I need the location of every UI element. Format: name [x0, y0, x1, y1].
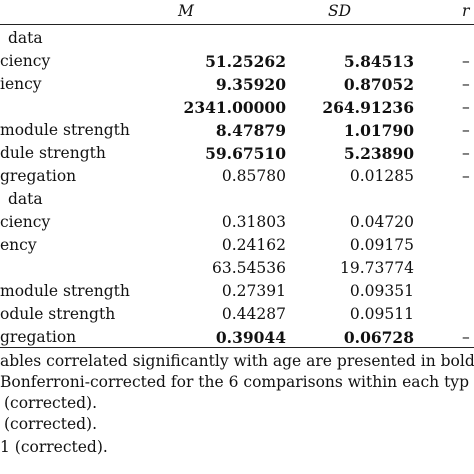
table-note: ables correlated significantly with age …	[0, 352, 474, 370]
cell-m: 0.27391	[221, 282, 286, 300]
cell-r: –	[462, 328, 470, 346]
table-row: ciency 51.25262 5.84513 –	[0, 50, 474, 73]
cell-r: –	[462, 75, 470, 93]
table-row: iency 9.35920 0.87052 –	[0, 73, 474, 96]
table-note: 1 (corrected).	[0, 438, 108, 456]
row-label: ciency	[0, 213, 51, 231]
cell-sd: 264.91236	[322, 98, 414, 117]
cell-m: 8.47879	[215, 121, 286, 140]
row-label: module strength	[0, 121, 130, 139]
table-note: Bonferroni-corrected for the 6 compariso…	[0, 373, 469, 391]
row-label: dule strength	[0, 144, 106, 162]
header-r: r	[462, 2, 470, 20]
cell-sd: 0.01285	[349, 167, 414, 185]
table-row: ciency 0.31803 0.04720	[0, 211, 474, 234]
cell-sd: 0.04720	[349, 213, 414, 231]
table-row: 63.54536 19.73774	[0, 257, 474, 280]
row-label: ency	[0, 236, 37, 254]
cell-r: –	[462, 144, 470, 162]
cell-sd: 0.06728	[343, 328, 414, 347]
cell-sd: 5.84513	[343, 52, 414, 71]
table-row: module strength 8.47879 1.01790 –	[0, 119, 474, 142]
table-note: (corrected).	[4, 415, 98, 433]
cell-r: –	[462, 121, 470, 139]
section-label: data	[8, 190, 43, 208]
cell-m: 59.67510	[205, 144, 286, 163]
table-row: gregation 0.39044 0.06728 –	[0, 326, 474, 349]
cell-sd: 0.09351	[349, 282, 414, 300]
row-label: module strength	[0, 282, 130, 300]
table-note: (corrected).	[4, 394, 98, 412]
section-row: data	[0, 188, 474, 211]
cell-m: 2341.00000	[183, 98, 286, 117]
section-label: data	[8, 29, 43, 47]
cell-r: –	[462, 52, 470, 70]
cell-m: 9.35920	[215, 75, 286, 94]
header-rule	[0, 24, 474, 25]
row-label: iency	[0, 75, 42, 93]
row-label: gregation	[0, 167, 77, 185]
cell-m: 0.24162	[221, 236, 286, 254]
cell-sd: 0.09175	[349, 236, 414, 254]
cell-m: 51.25262	[205, 52, 286, 71]
table-row: 2341.00000 264.91236 –	[0, 96, 474, 119]
cell-sd: 19.73774	[340, 259, 414, 277]
cell-m: 0.85780	[221, 167, 286, 185]
header-m: M	[178, 2, 194, 20]
row-label: odule strength	[0, 305, 116, 323]
cell-sd: 0.09511	[349, 305, 414, 323]
row-label: ciency	[0, 52, 51, 70]
table-row: ency 0.24162 0.09175	[0, 234, 474, 257]
cell-r: –	[462, 98, 470, 116]
cell-r: –	[462, 167, 470, 185]
table-row: gregation 0.85780 0.01285 –	[0, 165, 474, 188]
cell-m: 0.31803	[221, 213, 286, 231]
cell-sd: 0.87052	[343, 75, 414, 94]
table-row: dule strength 59.67510 5.23890 –	[0, 142, 474, 165]
table-row: module strength 0.27391 0.09351	[0, 280, 474, 303]
row-label: gregation	[0, 328, 77, 346]
cell-m: 0.44287	[221, 305, 286, 323]
cell-m: 0.39044	[215, 328, 286, 347]
bottom-rule	[0, 347, 474, 348]
section-row: data	[0, 27, 474, 50]
cell-sd: 5.23890	[343, 144, 414, 163]
cell-m: 63.54536	[212, 259, 286, 277]
header-sd: SD	[328, 2, 352, 20]
table-row: odule strength 0.44287 0.09511	[0, 303, 474, 326]
cell-sd: 1.01790	[343, 121, 414, 140]
